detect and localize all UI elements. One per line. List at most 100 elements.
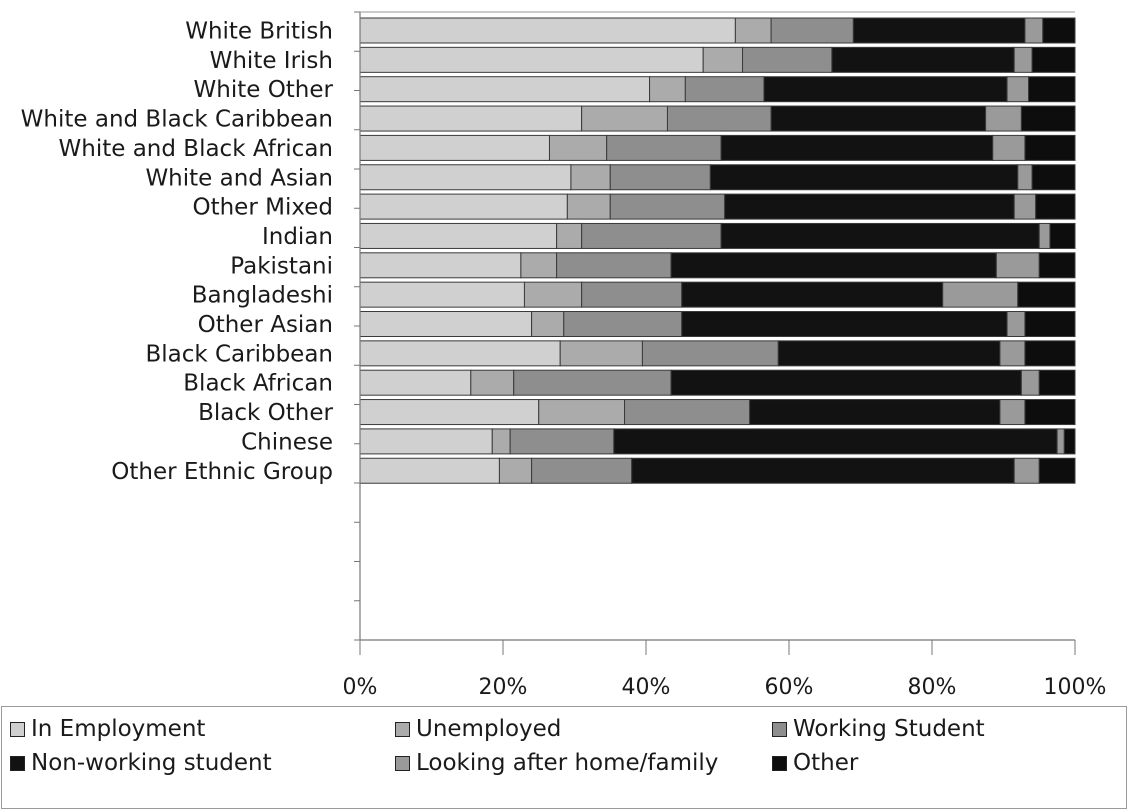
legend-item-non-working-student: Non-working student bbox=[10, 748, 272, 778]
bar-white-and-black-african-other bbox=[1024, 134, 1076, 161]
bar-bangladeshi-non-working-student bbox=[681, 281, 944, 308]
legend-item-looking-after-home-family: Looking after home/family bbox=[395, 748, 718, 778]
bar-white-and-black-caribbean-looking-after-home-family bbox=[985, 105, 1022, 132]
category-labels: White British White Irish White Other White… bbox=[21, 19, 334, 485]
legend-swatch bbox=[10, 755, 25, 771]
bar-pakistani-working-student bbox=[556, 252, 672, 279]
bar-bangladeshi-working-student bbox=[581, 281, 683, 308]
bar-white-and-black-caribbean-working-student bbox=[666, 105, 772, 132]
bar-white-other-other bbox=[1028, 76, 1076, 103]
bar-black-african-in-employment bbox=[359, 369, 472, 396]
legend-label: Working Student bbox=[793, 716, 985, 742]
bar-white-british-working-student bbox=[770, 17, 854, 44]
x-tick-label-5: 100% bbox=[1044, 675, 1107, 700]
legend-swatch bbox=[10, 721, 25, 737]
bar-chinese-other bbox=[1063, 428, 1076, 455]
legend-label: Unemployed bbox=[416, 716, 562, 742]
legend-item-working-student: Working Student bbox=[772, 714, 985, 744]
bar-white-and-black-african-looking-after-home-family bbox=[992, 134, 1026, 161]
bar-other-asian-looking-after-home-family bbox=[1006, 311, 1026, 337]
bar-white-british-in-employment bbox=[359, 17, 736, 44]
bar-indian-non-working-student bbox=[720, 222, 1040, 249]
bar-white-and-black-caribbean-non-working-student bbox=[770, 105, 987, 132]
bar-white-other-unemployed bbox=[649, 76, 686, 103]
bar-black-other-unemployed bbox=[538, 399, 626, 426]
bar-black-caribbean-looking-after-home-family bbox=[999, 340, 1026, 367]
category-label-black-african: Black African bbox=[183, 371, 333, 397]
bar-white-and-asian-looking-after-home-family bbox=[1017, 164, 1033, 191]
bar-black-other-non-working-student bbox=[749, 399, 1001, 426]
category-label-other-asian: Other Asian bbox=[198, 312, 333, 338]
bar-other-asian-working-student bbox=[563, 311, 683, 337]
bar-other-ethnic-group-in-employment bbox=[359, 457, 500, 484]
bar-white-and-asian-working-student bbox=[609, 164, 711, 191]
bar-white-british-non-working-student bbox=[852, 17, 1026, 44]
bar-white-and-black-african-working-student bbox=[606, 134, 722, 161]
bar-white-and-black-african-non-working-student bbox=[720, 134, 994, 161]
bar-white-other-looking-after-home-family bbox=[1006, 76, 1030, 103]
bar-black-caribbean-working-student bbox=[641, 340, 779, 367]
legend-label: Non-working student bbox=[31, 750, 272, 776]
bar-other-mixed-non-working-student bbox=[724, 193, 1015, 220]
category-label-bangladeshi: Bangladeshi bbox=[192, 283, 333, 309]
bar-white-british-looking-after-home-family bbox=[1024, 17, 1044, 44]
bar-pakistani-non-working-student bbox=[670, 252, 997, 279]
category-label-black-other: Black Other bbox=[198, 400, 333, 426]
bar-other-mixed-working-student bbox=[609, 193, 726, 220]
bar-white-british-other bbox=[1042, 17, 1076, 44]
category-label-white-and-asian: White and Asian bbox=[145, 165, 333, 191]
bar-indian-looking-after-home-family bbox=[1038, 222, 1051, 249]
bar-bangladeshi-in-employment bbox=[359, 281, 525, 308]
bar-other-mixed-other bbox=[1035, 193, 1076, 220]
bar-white-irish-non-working-student bbox=[831, 46, 1015, 73]
bar-other-mixed-looking-after-home-family bbox=[1013, 193, 1037, 220]
bar-white-and-asian-other bbox=[1031, 164, 1076, 191]
bar-pakistani-other bbox=[1038, 252, 1076, 279]
bar-white-other-non-working-student bbox=[763, 76, 1008, 103]
bar-black-african-unemployed bbox=[470, 369, 515, 396]
bar-black-other-other bbox=[1024, 399, 1076, 426]
category-label-other-ethnic-group: Other Ethnic Group bbox=[111, 459, 333, 485]
x-tick-label-3: 60% bbox=[765, 675, 814, 700]
category-label-white-irish: White Irish bbox=[210, 48, 333, 74]
legend-label: Looking after home/family bbox=[416, 750, 719, 776]
category-label-white-other: White Other bbox=[194, 77, 334, 103]
bar-chinese-in-employment bbox=[359, 428, 493, 455]
bar-white-and-black-african-in-employment bbox=[359, 134, 550, 161]
bar-white-and-asian-unemployed bbox=[570, 164, 611, 191]
bar-white-other-in-employment bbox=[359, 76, 651, 103]
bar-other-ethnic-group-looking-after-home-family bbox=[1013, 457, 1040, 484]
bar-white-and-black-caribbean-other bbox=[1020, 105, 1076, 132]
bar-black-african-other bbox=[1038, 369, 1076, 396]
bar-white-and-asian-non-working-student bbox=[709, 164, 1019, 191]
x-tick-label-0: 0% bbox=[343, 675, 378, 700]
x-tick-label-4: 80% bbox=[908, 675, 957, 700]
legend-swatch bbox=[395, 721, 410, 737]
bar-white-british-unemployed bbox=[734, 17, 772, 44]
category-label-white-and-black-caribbean: White and Black Caribbean bbox=[21, 107, 333, 133]
bar-other-mixed-in-employment bbox=[359, 193, 568, 220]
bar-black-african-looking-after-home-family bbox=[1020, 369, 1040, 396]
legend: In Employment Unemployed Working Student No… bbox=[1, 706, 1127, 809]
bar-indian-unemployed bbox=[556, 222, 583, 249]
legend-swatch bbox=[395, 755, 410, 771]
bar-pakistani-looking-after-home-family bbox=[995, 252, 1040, 279]
bar-other-ethnic-group-working-student bbox=[531, 457, 633, 484]
category-label-white-and-black-african: White and Black African bbox=[59, 136, 333, 162]
x-tick-label-2: 40% bbox=[622, 675, 671, 700]
bar-black-caribbean-other bbox=[1024, 340, 1076, 367]
category-label-other-mixed: Other Mixed bbox=[192, 195, 333, 221]
bar-white-irish-other bbox=[1031, 46, 1076, 73]
bar-black-caribbean-non-working-student bbox=[777, 340, 1001, 367]
bar-other-asian-unemployed bbox=[531, 311, 565, 337]
bar-black-african-non-working-student bbox=[670, 369, 1022, 396]
bar-white-and-black-african-unemployed bbox=[548, 134, 608, 161]
legend-item-unemployed: Unemployed bbox=[395, 714, 561, 744]
bar-white-and-black-caribbean-unemployed bbox=[581, 105, 668, 132]
bar-other-ethnic-group-non-working-student bbox=[631, 457, 1015, 484]
legend-label: In Employment bbox=[31, 716, 206, 742]
legend-item-in-employment: In Employment bbox=[10, 714, 205, 744]
bar-other-asian-other bbox=[1024, 311, 1076, 337]
bar-white-irish-working-student bbox=[742, 46, 833, 73]
category-label-white-british: White British bbox=[185, 19, 333, 45]
